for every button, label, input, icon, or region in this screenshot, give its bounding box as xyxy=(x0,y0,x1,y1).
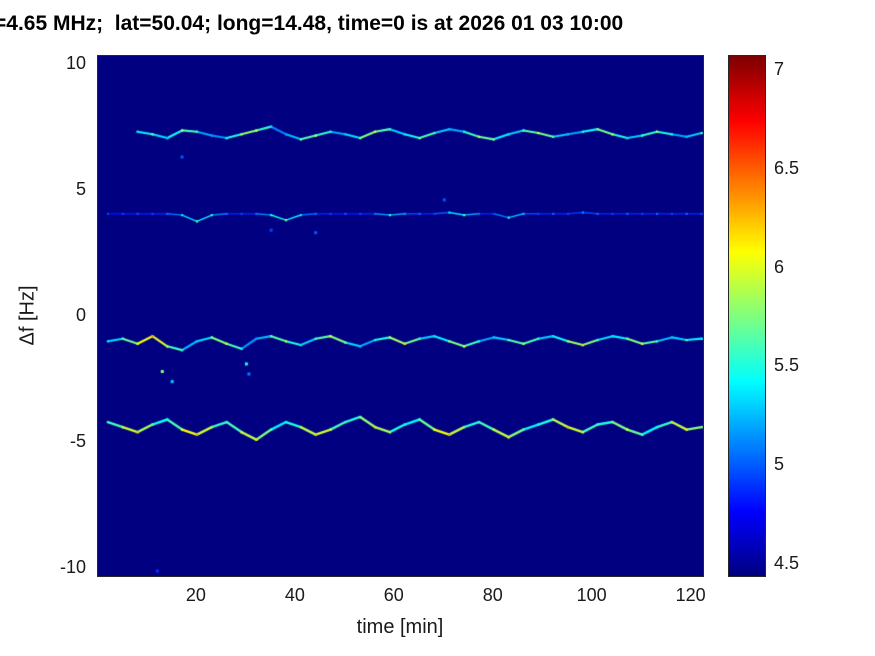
y-tick-label: -10 xyxy=(59,557,86,578)
cb-tick-label: 7 xyxy=(774,58,785,79)
cb-tick-label: 5 xyxy=(774,454,785,475)
chart-title: =4.65 MHz; lat=50.04; long=14.48, time=0… xyxy=(0,12,624,35)
x-tick-label: 40 xyxy=(284,585,305,605)
x-tick-label: 100 xyxy=(576,585,607,605)
x-tick-label: 80 xyxy=(482,585,503,605)
x-tick-label: 120 xyxy=(675,585,706,605)
colorbar xyxy=(728,55,766,577)
cb-tick-label: 5.5 xyxy=(774,355,800,376)
y-tick-label: 5 xyxy=(75,178,86,199)
plot-area xyxy=(97,55,704,577)
y-tick-label: 0 xyxy=(75,305,86,325)
colorbar-canvas xyxy=(729,56,765,576)
cb-tick-label: 6 xyxy=(774,256,785,277)
x-tick-label: 60 xyxy=(383,585,404,605)
cb-tick-label: 6.5 xyxy=(774,157,800,178)
x-axis-label: time [min] xyxy=(356,616,444,638)
y-tick-label: 10 xyxy=(65,52,86,73)
x-tick-label: 20 xyxy=(185,585,206,605)
y-tick-label: -5 xyxy=(69,431,86,452)
plot-canvas xyxy=(98,56,703,576)
cb-tick-label: 4.5 xyxy=(774,553,800,574)
